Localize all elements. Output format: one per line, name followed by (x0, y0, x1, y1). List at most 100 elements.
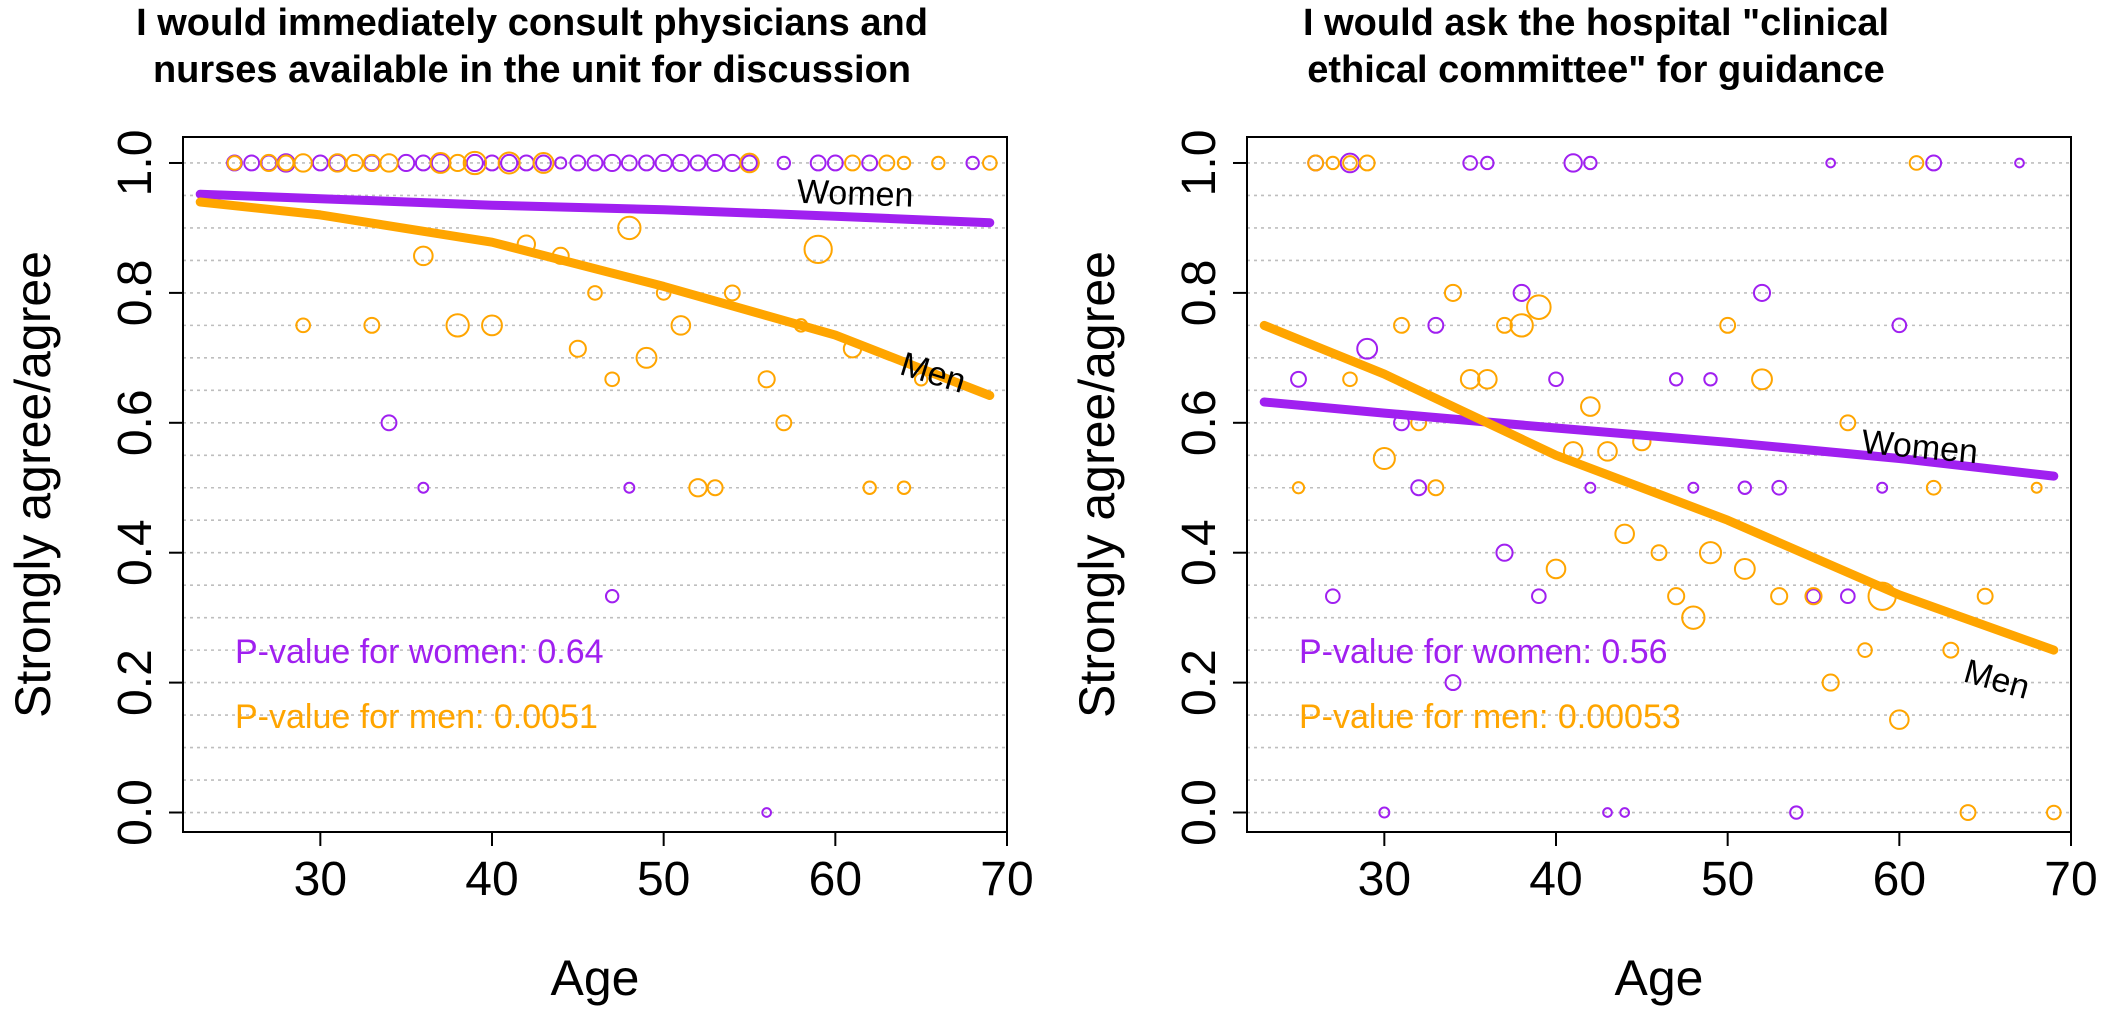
data-point-men (1908, 155, 1925, 171)
data-point-women (1687, 481, 1700, 494)
x-tick-label: 70 (980, 853, 1033, 906)
data-point-men (413, 245, 434, 267)
data-point-women (1891, 317, 1908, 334)
data-point-men (568, 339, 587, 358)
data-point-men (1889, 709, 1910, 730)
data-point-women (417, 481, 430, 494)
x-axis-label: Age (551, 950, 640, 1006)
data-point-women (2014, 157, 2025, 169)
data-point-men (706, 479, 724, 497)
x-tick-label: 60 (809, 853, 862, 906)
data-point-women (1378, 806, 1391, 819)
data-point-women (654, 153, 673, 173)
data-point-women (776, 155, 792, 171)
data-point-men (1393, 316, 1410, 334)
data-point-men (1307, 154, 1325, 172)
data-point-men (1925, 479, 1942, 496)
data-point-women (706, 153, 725, 173)
data-point-women (243, 154, 261, 172)
data-point-women (1325, 588, 1341, 605)
data-point-men (2046, 804, 2062, 821)
data-point-women (554, 156, 568, 170)
x-axis-label: Age (1615, 950, 1704, 1006)
data-point-women (671, 153, 690, 173)
data-point-men (1614, 523, 1635, 545)
data-point-men (2030, 481, 2043, 494)
data-point-men (1342, 155, 1358, 171)
data-point-women (1876, 481, 1889, 494)
data-point-men (1667, 587, 1686, 606)
scatter-plot: 30 40 50 60 70 0.0 0.2 0.4 0.6 0.8 1.0 Age Strongly … (5, 130, 1034, 1006)
data-point-men (757, 370, 776, 389)
data-point-men (1545, 558, 1567, 580)
data-point-women (1290, 370, 1307, 388)
data-point-women (586, 154, 604, 172)
data-point-men (1358, 154, 1376, 172)
chart-title-line-1: I would ask the hospital "clinical (1302, 2, 1890, 44)
data-point-men (1509, 313, 1534, 338)
data-point-men (1681, 605, 1706, 630)
data-point-men (670, 315, 692, 336)
data-point-men (379, 153, 399, 173)
y-tick-label: 0.8 (1173, 260, 1226, 327)
data-point-women (1668, 372, 1684, 387)
x-tick-label: 30 (1358, 853, 1411, 906)
data-point-men (688, 478, 708, 498)
y-tick-label: 0.0 (109, 779, 162, 846)
data-point-men (1477, 368, 1498, 390)
data-point-men (1427, 479, 1445, 497)
data-point-men (878, 154, 896, 172)
x-tick-label: 40 (465, 853, 518, 906)
data-point-men (532, 152, 555, 174)
x-tick-label: 60 (1873, 853, 1926, 906)
data-point-women (638, 154, 655, 172)
data-point-women (500, 153, 519, 173)
y-axis-label: Strongly agree/agree (5, 251, 61, 718)
data-point-women (1444, 674, 1462, 692)
y-tick-label: 0.0 (1173, 779, 1226, 846)
data-point-women (1427, 316, 1445, 334)
y-tick-label: 0.4 (109, 519, 162, 586)
data-point-men (429, 152, 452, 174)
curve-label-women: Women (796, 173, 914, 215)
data-point-men (1719, 316, 1737, 334)
chart-panel-right: I would ask the hospital "clinical ethic… (1064, 0, 2128, 1012)
data-point-men (295, 317, 311, 334)
data-point-men (1959, 804, 1977, 821)
chart-title-line-2: nurses available in the unit for discuss… (152, 49, 912, 91)
data-point-men (1857, 642, 1873, 658)
x-tick-label: 50 (1701, 853, 1754, 906)
chart-title: I would immediately consult physicians a… (0, 0, 1064, 94)
data-point-women (1548, 371, 1564, 388)
data-point-men (1291, 481, 1306, 495)
data-point-women (311, 154, 329, 172)
data-point-men (739, 152, 760, 174)
p-value-women: P-value for women: 0.64 (235, 633, 604, 671)
data-point-men (1804, 587, 1823, 606)
data-point-men (259, 153, 278, 173)
data-point-women (1825, 157, 1837, 169)
data-point-men (1942, 641, 1960, 659)
data-point-women (1583, 155, 1598, 171)
curve-label-men: Men (1960, 652, 2034, 707)
y-tick-label: 1.0 (1173, 130, 1226, 197)
data-point-men (617, 215, 642, 241)
data-point-women (809, 154, 827, 172)
data-point-men (293, 153, 313, 173)
data-point-men (931, 155, 946, 171)
data-point-men (1821, 673, 1840, 692)
data-point-men (862, 480, 877, 495)
chart-title-line-2: ethical committee" for guidance (1307, 49, 1885, 91)
data-point-women (1462, 155, 1478, 171)
data-point-men (803, 234, 833, 265)
y-tick-label: 0.4 (1173, 519, 1226, 586)
p-value-women: P-value for women: 0.56 (1299, 633, 1668, 671)
data-point-men (1698, 541, 1723, 565)
plot-frame (1246, 136, 2072, 833)
data-point-women (1531, 588, 1547, 605)
data-point-men (448, 153, 467, 173)
data-point-men (896, 155, 912, 171)
y-tick-label: 0.2 (1173, 649, 1226, 716)
x-tick-label: 50 (637, 853, 690, 906)
y-tick-label: 0.8 (109, 260, 162, 327)
